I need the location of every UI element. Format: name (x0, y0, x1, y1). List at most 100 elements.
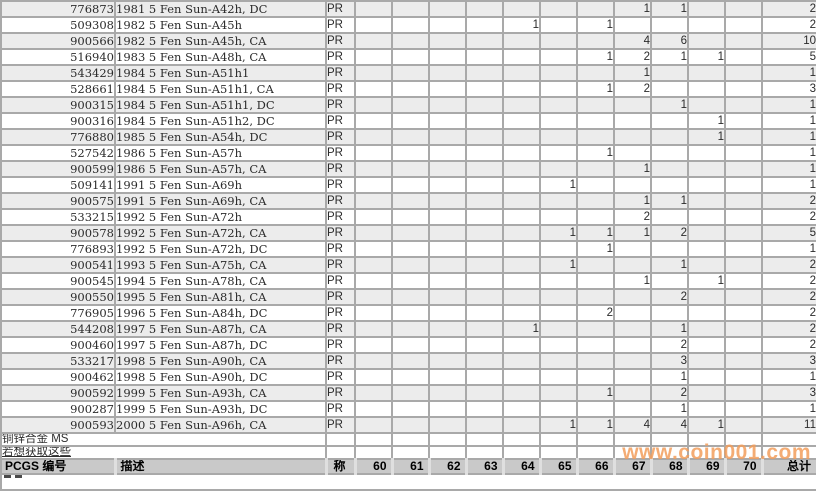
pcgs-number-link[interactable]: 900460 (0, 336, 116, 354)
grade-count-cell (576, 352, 615, 370)
coin-description-link[interactable]: 1986 5 Fen Sun-A57h (114, 144, 327, 162)
pcgs-number-link[interactable]: 900593 (0, 416, 116, 434)
grade-column-header: 62 (427, 458, 467, 475)
pcgs-number-link[interactable]: 900592 (0, 384, 116, 402)
grade-count-cell (539, 144, 578, 162)
coin-description-link[interactable]: 1984 5 Fen Sun-A51h1, CA (114, 80, 327, 98)
designation-value: PR (325, 336, 356, 354)
coin-description-link[interactable]: 1991 5 Fen Sun-A69h (114, 176, 327, 194)
coin-description-link[interactable]: 1999 5 Fen Sun-A93h, CA (114, 384, 327, 402)
grade-count-cell (539, 400, 578, 418)
grade-count-cell (687, 336, 726, 354)
coin-description-link[interactable]: 1992 5 Fen Sun-A72h, DC (114, 240, 327, 258)
coin-description-link[interactable]: 1982 5 Fen Sun-A45h, CA (114, 32, 327, 50)
coin-description-link[interactable]: 1995 5 Fen Sun-A81h, CA (114, 288, 327, 306)
grade-count-cell (613, 128, 652, 146)
coin-description-link[interactable]: 2000 5 Fen Sun-A96h, CA (114, 416, 327, 434)
grade-count-cell (687, 192, 726, 210)
coin-description-link[interactable]: 1996 5 Fen Sun-A84h, DC (114, 304, 327, 322)
grade-count-cell (354, 144, 393, 162)
grade-count-cell (391, 96, 430, 114)
total-count-cell: 2 (761, 336, 816, 354)
grade-count-cell (391, 160, 430, 178)
coin-description-link[interactable]: 1983 5 Fen Sun-A48h, CA (114, 48, 327, 66)
grade-count-cell (465, 368, 504, 386)
pcgs-number-link[interactable]: 900541 (0, 256, 116, 274)
pcgs-number-link[interactable]: 776905 (0, 304, 116, 322)
grade-count-cell (724, 144, 763, 162)
coin-description-link[interactable]: 1998 5 Fen Sun-A90h, DC (114, 368, 327, 386)
pcgs-number-link[interactable]: 776880 (0, 128, 116, 146)
coin-description-link[interactable]: 1997 5 Fen Sun-A87h, CA (114, 320, 327, 338)
coin-description-link[interactable]: 1982 5 Fen Sun-A45h (114, 16, 327, 34)
coin-description-link[interactable]: 1984 5 Fen Sun-A51h1, DC (114, 96, 327, 114)
pcgs-number-link[interactable]: 533217 (0, 352, 116, 370)
table-row: 527542 1986 5 Fen Sun-A57h PR 1 1 (0, 144, 816, 162)
coin-description-link[interactable]: 1981 5 Fen Sun-A42h, DC (114, 0, 327, 18)
grade-count-cell (428, 256, 467, 274)
empty-cell (465, 432, 504, 447)
grade-count-cell: 1 (650, 320, 689, 338)
designation-value: PR (325, 352, 356, 370)
pcgs-number-link[interactable]: 900566 (0, 32, 116, 50)
coin-description-link[interactable]: 1985 5 Fen Sun-A54h, DC (114, 128, 327, 146)
grade-count-cell (724, 16, 763, 34)
pcgs-number-link[interactable]: 900599 (0, 160, 116, 178)
pcgs-number-link[interactable]: 527542 (0, 144, 116, 162)
coin-description-link[interactable]: 1984 5 Fen Sun-A51h2, DC (114, 112, 327, 130)
grade-count-cell (539, 32, 578, 50)
pcgs-number-link[interactable]: 900462 (0, 368, 116, 386)
coin-description-link[interactable]: 1991 5 Fen Sun-A69h, CA (114, 192, 327, 210)
pcgs-number-link[interactable]: 900578 (0, 224, 116, 242)
grade-count-cell (502, 384, 541, 402)
grade-count-cell (724, 416, 763, 434)
pcgs-number-link[interactable]: 543429 (0, 64, 116, 82)
pcgs-number-link[interactable]: 776873 (0, 0, 116, 18)
pcgs-number-link[interactable]: 900575 (0, 192, 116, 210)
grade-count-cell: 1 (613, 224, 652, 242)
coin-description-link[interactable]: 1986 5 Fen Sun-A57h, CA (114, 160, 327, 178)
grade-count-cell (539, 48, 578, 66)
coin-description-link[interactable]: 1992 5 Fen Sun-A72h (114, 208, 327, 226)
coin-description-link[interactable]: 1992 5 Fen Sun-A72h, CA (114, 224, 327, 242)
coin-description-link[interactable]: 1997 5 Fen Sun-A87h, DC (114, 336, 327, 354)
grade-count-cell (650, 304, 689, 322)
pcgs-number-link[interactable]: 544208 (0, 320, 116, 338)
coin-description-link[interactable]: 1998 5 Fen Sun-A90h, CA (114, 352, 327, 370)
pcgs-number-link[interactable]: 900545 (0, 272, 116, 290)
pcgs-number-link[interactable]: 533215 (0, 208, 116, 226)
pcgs-number-link[interactable]: 516940 (0, 48, 116, 66)
coin-description-link[interactable]: 1984 5 Fen Sun-A51h1 (114, 64, 327, 82)
grade-count-cell (687, 80, 726, 98)
grade-count-cell (428, 384, 467, 402)
total-count-cell: 1 (761, 368, 816, 386)
coin-description-link[interactable]: 1999 5 Fen Sun-A93h, DC (114, 400, 327, 418)
pcgs-number-link[interactable]: 509308 (0, 16, 116, 34)
designation-value: PR (325, 208, 356, 226)
pcgs-number-link[interactable]: 900316 (0, 112, 116, 130)
grade-count-cell (502, 80, 541, 98)
grade-count-cell: 1 (687, 272, 726, 290)
coin-description-link[interactable]: 1994 5 Fen Sun-A78h, CA (114, 272, 327, 290)
pcgs-number-link[interactable]: 509141 (0, 176, 116, 194)
grade-count-cell (576, 64, 615, 82)
grade-count-cell (613, 288, 652, 306)
grade-count-cell: 1 (650, 256, 689, 274)
grade-count-cell: 1 (613, 0, 652, 18)
coin-description-link[interactable]: 1993 5 Fen Sun-A75h, CA (114, 256, 327, 274)
section-link[interactable]: 若想获取这些 (0, 445, 327, 460)
grade-count-cell (354, 112, 393, 130)
grade-count-cell (539, 80, 578, 98)
grade-count-cell: 1 (539, 176, 578, 194)
grade-count-cell (465, 256, 504, 274)
total-count-cell: 1 (761, 144, 816, 162)
pcgs-number-link[interactable]: 528661 (0, 80, 116, 98)
grade-count-cell (428, 160, 467, 178)
pcgs-number-link[interactable]: 900287 (0, 400, 116, 418)
pcgs-number-link[interactable]: 900550 (0, 288, 116, 306)
grade-count-cell (354, 400, 393, 418)
pcgs-number-link[interactable]: 776893 (0, 240, 116, 258)
grade-count-cell (613, 240, 652, 258)
pcgs-number-link[interactable]: 900315 (0, 96, 116, 114)
grade-count-cell (465, 96, 504, 114)
